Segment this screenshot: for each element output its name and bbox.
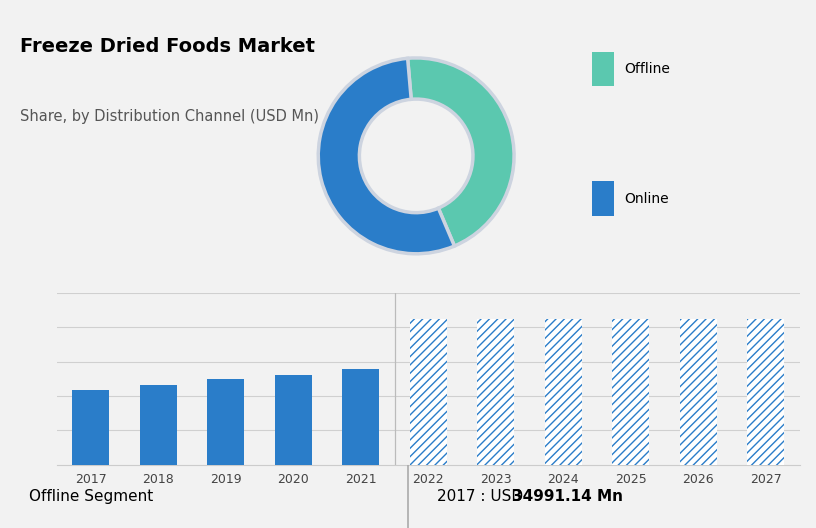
- Bar: [73, 390, 109, 465]
- Bar: [410, 319, 447, 465]
- Bar: [680, 319, 717, 465]
- Text: Freeze Dried Foods Market: Freeze Dried Foods Market: [20, 37, 316, 56]
- Bar: [275, 374, 312, 465]
- Bar: [545, 319, 582, 465]
- Bar: [207, 379, 245, 465]
- Text: Offline: Offline: [624, 62, 670, 76]
- Text: 34991.14 Mn: 34991.14 Mn: [512, 489, 623, 504]
- Bar: [747, 319, 784, 465]
- Bar: [343, 369, 379, 465]
- Text: Offline Segment: Offline Segment: [29, 489, 153, 504]
- Wedge shape: [408, 58, 514, 246]
- Text: Share, by Distribution Channel (USD Mn): Share, by Distribution Channel (USD Mn): [20, 109, 319, 125]
- Bar: [477, 319, 514, 465]
- Bar: [140, 385, 177, 465]
- Bar: [592, 52, 614, 86]
- Text: 2017 : USD: 2017 : USD: [437, 489, 528, 504]
- Bar: [592, 181, 614, 216]
- Bar: [612, 319, 650, 465]
- Text: Online: Online: [624, 192, 669, 205]
- Wedge shape: [318, 58, 455, 254]
